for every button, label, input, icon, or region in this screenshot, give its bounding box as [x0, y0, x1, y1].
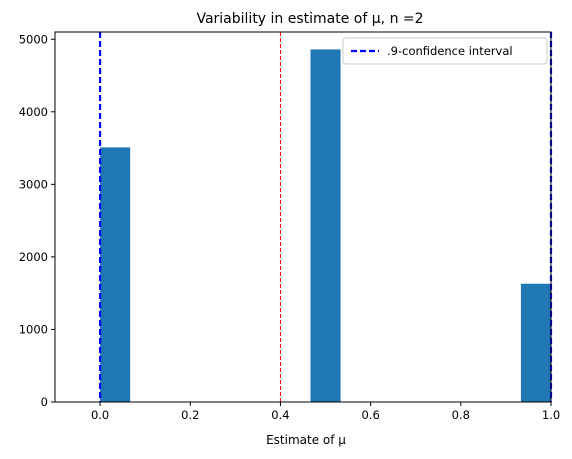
x-tick-label-2: 0.4: [271, 408, 289, 422]
x-tick-label-1: 0.2: [181, 408, 199, 422]
legend-label-confidence-interval: .9-confidence interval: [387, 44, 513, 58]
y-tick-label-3: 3000: [19, 177, 48, 191]
legend: .9-confidence interval: [342, 37, 548, 65]
plot-frame: [54, 31, 552, 403]
histogram-bar-2: [520, 283, 551, 402]
y-tick-label-4: 4000: [19, 105, 48, 119]
plot-area: 0.0 0.2 0.4 0.6 0.8 1.0 0 1000 2000 3000 4000 5000: [19, 31, 560, 422]
x-tick-label-3: 0.6: [361, 408, 379, 422]
legend-box: [342, 37, 548, 65]
histogram-bar-0: [100, 147, 131, 402]
x-tick-label-5: 1.0: [542, 408, 560, 422]
y-tick-label-5: 5000: [19, 32, 48, 46]
histogram-bar-1: [310, 49, 341, 402]
x-tick-label-4: 0.8: [452, 408, 470, 422]
x-axis-label: Estimate of μ: [266, 433, 346, 447]
x-tick-label-0: 0.0: [91, 408, 109, 422]
y-tick-label-2: 2000: [19, 250, 48, 264]
y-tick-label-0: 0: [41, 395, 48, 409]
chart-title: Variability in estimate of μ, n =2: [196, 11, 423, 27]
y-tick-label-1: 1000: [19, 322, 48, 336]
